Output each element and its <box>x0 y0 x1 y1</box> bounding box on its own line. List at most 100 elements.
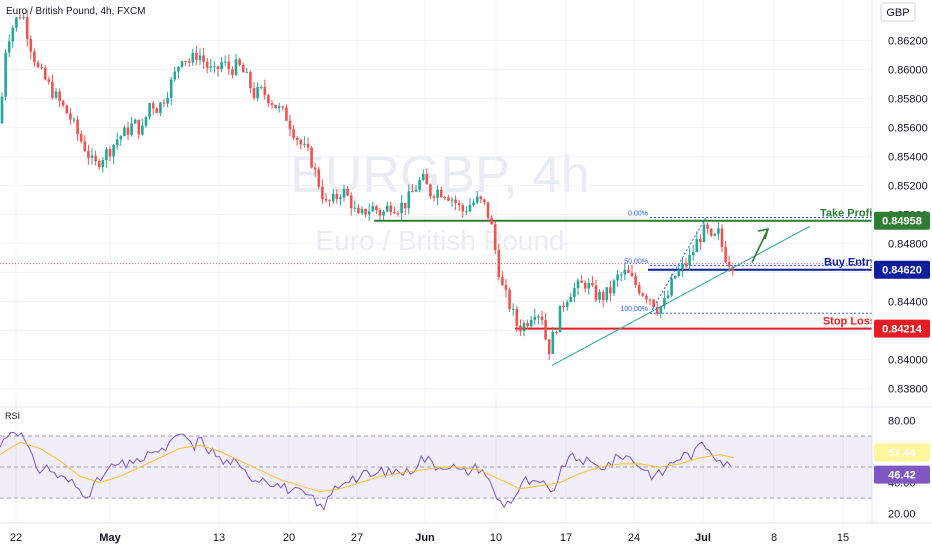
candle-body <box>227 61 231 70</box>
candle-body <box>522 323 526 332</box>
candle-body <box>436 189 439 198</box>
candle-body <box>393 211 396 214</box>
fib-label: 100.00% <box>620 306 648 313</box>
candle-body <box>475 196 479 203</box>
candle-body <box>223 61 227 63</box>
candle-body <box>648 299 652 301</box>
candle-body <box>101 160 105 168</box>
candle-body <box>0 96 4 124</box>
candle-body <box>295 137 299 140</box>
candle-body <box>511 308 515 310</box>
candle-body <box>166 97 169 104</box>
candle-body <box>540 316 544 320</box>
candle-body <box>508 289 511 309</box>
candle-body <box>688 254 691 266</box>
candle-body <box>396 213 400 215</box>
candle-body <box>191 52 195 63</box>
candle-body <box>187 61 191 63</box>
candle-body <box>731 266 735 271</box>
candle-body <box>670 278 673 296</box>
candle-body <box>641 293 645 296</box>
candle-body <box>123 127 126 137</box>
candle-body <box>709 228 713 236</box>
level-badge-bg <box>874 319 930 338</box>
candle-body <box>558 305 562 333</box>
candle-body <box>483 199 486 203</box>
candle-body <box>115 139 119 145</box>
candle-body <box>529 319 533 327</box>
candles <box>0 9 735 360</box>
candle-body <box>346 188 349 196</box>
candle-body <box>177 66 180 72</box>
currency-label: GBP <box>886 7 909 19</box>
candle-body <box>645 295 648 300</box>
candle-body <box>569 296 573 303</box>
candle-body <box>36 62 40 68</box>
candle-body <box>94 155 97 162</box>
candle-body <box>367 211 371 215</box>
candle-body <box>699 239 702 243</box>
candle-body <box>324 198 328 201</box>
chart-title: Euro / British Pound, 4h, FXCM <box>6 6 146 17</box>
watermark-name: Euro / British Pound <box>315 225 564 256</box>
candle-body <box>385 205 389 212</box>
rsi-ma-badge: 57.44 <box>888 447 916 459</box>
candle-body <box>504 285 508 290</box>
candle-body <box>213 66 216 68</box>
candle-body <box>184 61 187 63</box>
candle-body <box>162 102 166 104</box>
candle-body <box>133 119 137 124</box>
time-tick-label: 24 <box>628 532 640 544</box>
candle-body <box>537 316 540 318</box>
candle-body <box>389 205 393 212</box>
candle-body <box>587 283 591 289</box>
candle-body <box>141 125 144 135</box>
time-axis[interactable]: 22 May 13 20 27 Jun 10 17 24 Jul 8 15 <box>10 532 849 544</box>
candle-body <box>583 282 587 289</box>
level-badge: 0.84620 <box>882 265 922 277</box>
candle-body <box>22 17 25 19</box>
candle-body <box>137 119 141 135</box>
candle-body <box>515 308 519 326</box>
candle-body <box>130 123 133 135</box>
rsi-value-badge: 46.42 <box>888 470 916 482</box>
candle-body <box>519 325 522 332</box>
candle-body <box>360 208 364 214</box>
candle-body <box>259 86 263 88</box>
time-tick-label: May <box>99 532 121 544</box>
candle-body <box>97 161 101 168</box>
candle-body <box>299 139 303 145</box>
candle-body <box>61 100 65 106</box>
candle-body <box>533 316 537 320</box>
time-tick-label: 27 <box>351 532 363 544</box>
candle-body <box>40 67 43 69</box>
candle-body <box>281 106 285 108</box>
candle-body <box>79 134 83 142</box>
candle-body <box>72 119 76 121</box>
candle-body <box>277 106 281 109</box>
rsi-line <box>0 431 732 512</box>
candle-body <box>51 81 54 98</box>
candle-body <box>702 224 706 243</box>
candle-body <box>317 169 321 187</box>
candle-body <box>245 71 249 73</box>
candle-body <box>263 86 267 96</box>
candle-body <box>342 188 346 198</box>
candle-body <box>551 331 555 354</box>
candle-body <box>144 116 148 126</box>
candle-body <box>159 102 162 113</box>
time-tick-label: 10 <box>490 532 502 544</box>
candle-body <box>573 288 576 297</box>
candle-body <box>18 17 22 19</box>
fib-label: 0.00% <box>628 211 648 218</box>
candle-body <box>655 307 659 314</box>
candle-body <box>414 189 418 192</box>
level-label: Stop Loss <box>823 316 876 328</box>
candle-body <box>274 104 277 109</box>
level-badge: 0.84214 <box>882 324 923 336</box>
candle-body <box>47 79 51 82</box>
currency-box[interactable] <box>880 2 916 22</box>
price-tick-label: 0.85600 <box>888 123 928 135</box>
candle-body <box>724 246 727 262</box>
